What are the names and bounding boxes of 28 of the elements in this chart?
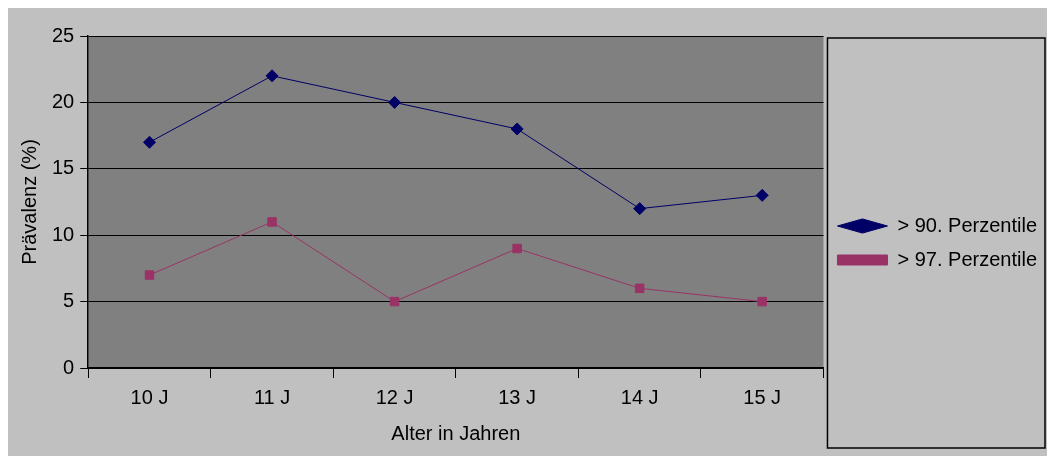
point (389, 296, 400, 307)
x-tick-label: 13 J (498, 385, 537, 408)
y-tick-label: 0 (63, 355, 75, 378)
x-axis-title: Alter in Jahren (391, 421, 521, 444)
point (267, 217, 277, 227)
x-tick-label: 15 J (743, 385, 782, 408)
y-tick-label: 15 (52, 156, 75, 179)
y-axis-title: Prävalenz (%) (17, 139, 40, 265)
y-tick-label: 10 (52, 222, 75, 245)
y-tick-label: 20 (52, 89, 75, 112)
point (388, 95, 402, 109)
point (144, 270, 155, 280)
point (757, 296, 767, 307)
y-tick-label: 25 (52, 23, 75, 46)
point (512, 243, 522, 254)
x-tick-label: 14 J (620, 385, 659, 408)
x-tick-label: 11 J (253, 385, 291, 408)
x-tick-label: 10 J (130, 385, 169, 408)
y-tick-label: 5 (63, 289, 75, 312)
legend-label: > 90. Perzentile (897, 213, 1037, 236)
legend-label: > 97. Perzentile (897, 247, 1037, 270)
point (633, 202, 647, 216)
point (143, 135, 157, 149)
point (265, 69, 279, 83)
point (510, 122, 524, 136)
point (634, 283, 645, 294)
x-tick-label: 12 J (375, 385, 414, 408)
point (755, 188, 769, 202)
